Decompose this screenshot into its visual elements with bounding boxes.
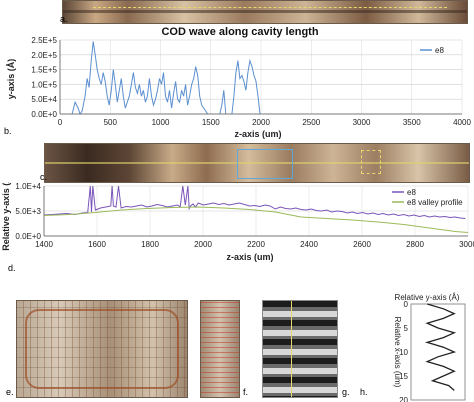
chart-d-xtick-label: 1600 (88, 240, 106, 249)
image-panel-e (16, 300, 188, 398)
chart-d-legend-valley: e8 valley profile (407, 198, 463, 207)
chart-b-ytick-label: 1.5E+5 (31, 66, 57, 75)
chart-d-legend: e8 e8 valley profile (392, 188, 463, 207)
chart-d-ytick-label: 1.0E+4 (15, 182, 41, 191)
chart-b-xtick-label: 3500 (403, 118, 421, 127)
chart-d-xlabel: z-axis (um) (226, 252, 273, 262)
image-panel-g (262, 300, 338, 398)
chart-d-xtick-label: 2800 (406, 240, 424, 249)
chart-d-ylabel: Relative y-axis (Å) (1, 182, 11, 251)
panel-label-c: c. (40, 172, 48, 182)
chart-b-ytick-label: 5.0E+4 (31, 95, 57, 104)
panel-label-g: g. (342, 387, 350, 397)
chart-b-title: COD wave along cavity length (161, 26, 318, 38)
chart-b-xtick-label: 1500 (202, 118, 220, 127)
panel-label-e: e. (6, 387, 14, 397)
chart-b-xtick-label: 2000 (252, 118, 270, 127)
chart-b-series-e8 (60, 41, 462, 116)
chart-b-legend-e8: e8 (435, 46, 444, 55)
chart-h-ytick-label: 20 (399, 396, 408, 402)
chart-cod-wave: COD wave along cavity length 0.0E+0 5.0E+… (6, 26, 471, 139)
chart-d-xtick-label: 1400 (35, 240, 53, 249)
chart-h-side-title: Relative x-axis (um) (393, 317, 402, 388)
chart-h-top-title: Relative y-axis (Å) (395, 293, 460, 302)
chart-d-legend-e8: e8 (407, 188, 416, 197)
chart-relative-profile: 0.0E+0 5.0E+3 1.0E+4 1400 1600 1800 2000 2200 2… (1, 182, 474, 262)
image-panel-f (200, 300, 240, 398)
chart-h-series-line (424, 303, 457, 391)
chart-d-xtick-label: 1800 (141, 240, 159, 249)
chart-b-ylabel: y-axis (Å) (6, 59, 16, 100)
chart-d-xtick-label: 2600 (353, 240, 371, 249)
chart-relative-xy: Relative y-axis (Å) 0 5 10 15 20 Relative x-… (393, 293, 466, 402)
chart-b-xlabel: z-axis (um) (234, 129, 281, 139)
chart-b-xtick-label: 3000 (353, 118, 371, 127)
chart-d-xtick-label: 2200 (247, 240, 265, 249)
panel-label-d: d. (8, 263, 16, 273)
chart-d-ytick-label: 5.0E+3 (15, 207, 41, 216)
chart-d-xtick-label: 2000 (194, 240, 212, 249)
image-strip-a (62, 0, 468, 24)
chart-b-xtick-label: 1000 (152, 118, 170, 127)
chart-b-xtick-label: 0 (58, 118, 63, 127)
chart-d-xtick-label: 2400 (300, 240, 318, 249)
panel-label-b: b. (4, 126, 12, 136)
chart-b-xtick-label: 500 (104, 118, 118, 127)
image-strip-c (44, 143, 470, 183)
chart-b-ytick-label: 0.0E+0 (31, 110, 57, 119)
panel-label-a: a. (60, 14, 68, 24)
chart-b-xtick-label: 2500 (302, 118, 320, 127)
panel-label-f: f. (243, 387, 249, 397)
chart-b-xtick-label: 4000 (453, 118, 471, 127)
panel-label-h: h. (360, 387, 368, 397)
chart-d-xtick-label: 3000 (459, 240, 474, 249)
chart-b-ytick-label: 2.5E+5 (31, 36, 57, 45)
chart-d-series-e8 (43, 185, 466, 219)
chart-h-ytick-label: 5 (404, 324, 409, 333)
chart-h-ytick-label: 10 (399, 348, 408, 357)
chart-b-ytick-label: 1.0E+5 (31, 80, 57, 89)
chart-h-ytick-label: 15 (399, 372, 408, 381)
chart-b-ytick-label: 2.0E+5 (31, 51, 57, 60)
chart-d-series-e8-valley-profile (43, 206, 469, 233)
chart-b-legend: e8 (420, 46, 444, 55)
chart-h-ytick-label: 0 (404, 300, 409, 309)
chart-d-ytick-label: 0.0E+0 (15, 232, 41, 241)
